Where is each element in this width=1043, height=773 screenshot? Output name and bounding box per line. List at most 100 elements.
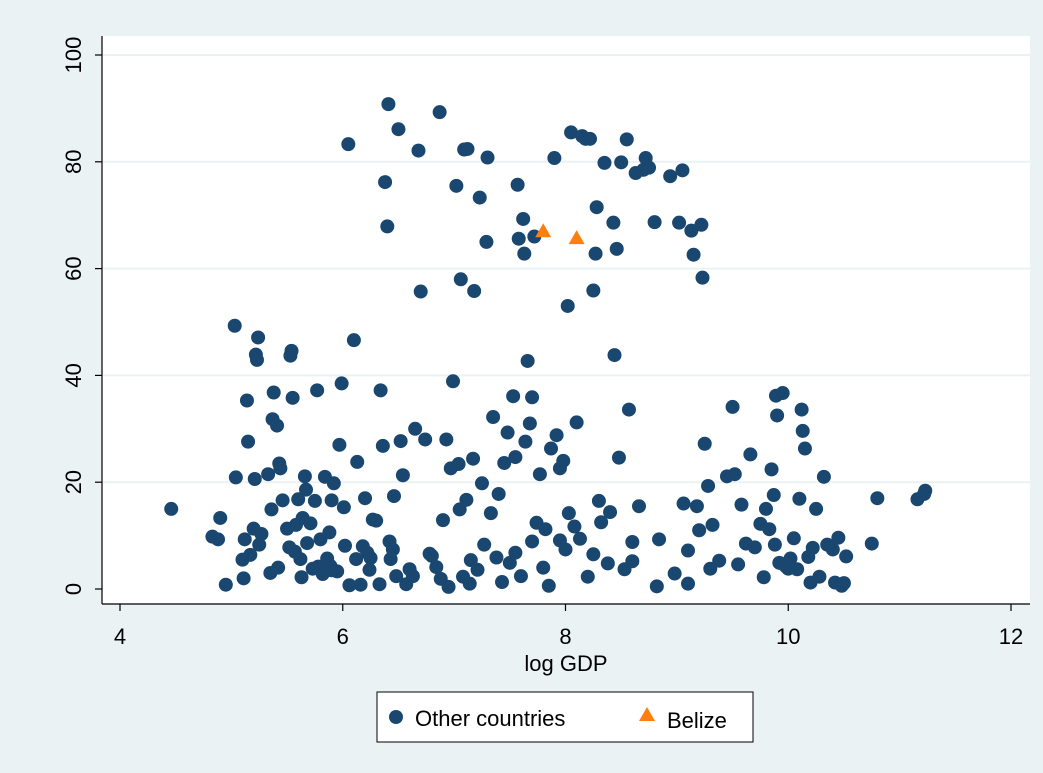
point-other-119 [483, 506, 498, 521]
point-other-208 [743, 447, 758, 462]
data-points [164, 97, 933, 594]
point-other-60 [336, 500, 351, 515]
legend: Other countries Belize [376, 691, 754, 743]
legend-box [376, 691, 754, 743]
x-tick-label-6: 6 [337, 624, 349, 649]
point-other-164 [594, 515, 609, 530]
point-other-258 [552, 533, 567, 548]
point-other-144 [544, 441, 559, 456]
point-other-148 [556, 453, 571, 468]
legend-label-belize: Belize [667, 708, 727, 733]
point-other-127 [506, 389, 521, 404]
point-other-98 [439, 432, 454, 447]
x-axis-title: log GDP [524, 651, 607, 676]
point-other-181 [642, 160, 657, 175]
point-other-59 [334, 376, 349, 391]
series-belize [535, 223, 585, 245]
point-other-72 [369, 513, 384, 528]
point-other-242 [864, 536, 879, 551]
point-other-37 [291, 492, 306, 507]
point-other-124 [497, 455, 512, 470]
point-other-75 [375, 438, 390, 453]
point-other-120 [486, 410, 501, 425]
point-belize-1 [568, 230, 585, 245]
point-other-109 [460, 141, 475, 156]
point-other-129 [510, 177, 525, 192]
point-belize-0 [535, 223, 552, 238]
point-other-183 [649, 579, 664, 594]
y-tick-label-20: 20 [61, 470, 86, 494]
point-other-206 [734, 497, 749, 512]
point-other-163 [591, 493, 606, 508]
point-other-17 [251, 330, 266, 345]
point-other-253 [525, 534, 540, 549]
point-other-90 [411, 143, 426, 158]
point-other-160 [586, 283, 601, 298]
point-other-70 [362, 562, 377, 577]
point-other-91 [413, 284, 428, 299]
point-other-2 [211, 532, 226, 547]
point-other-201 [712, 553, 727, 568]
point-other-64 [349, 552, 364, 567]
point-other-110 [462, 576, 477, 591]
point-other-97 [435, 513, 450, 528]
point-other-212 [758, 501, 773, 516]
point-other-123 [495, 575, 510, 590]
point-other-176 [625, 535, 640, 550]
point-other-172 [614, 155, 629, 170]
point-other-228 [797, 441, 812, 456]
point-other-188 [675, 163, 690, 178]
point-other-19 [254, 526, 269, 541]
point-other-55 [324, 493, 339, 508]
point-other-222 [783, 551, 798, 566]
point-other-94 [429, 560, 444, 575]
point-other-203 [725, 399, 740, 414]
point-other-187 [672, 215, 687, 230]
point-other-102 [449, 178, 464, 193]
point-other-170 [609, 241, 624, 256]
point-other-77 [380, 219, 395, 234]
point-other-198 [701, 478, 716, 493]
point-other-247 [508, 545, 523, 560]
point-other-193 [689, 499, 704, 514]
y-tick-label-100: 100 [61, 37, 86, 74]
y-tick-label-80: 80 [61, 150, 86, 174]
point-other-159 [583, 131, 598, 146]
point-other-14 [247, 471, 262, 486]
point-other-84 [393, 434, 408, 449]
point-other-236 [825, 542, 840, 557]
point-other-196 [695, 270, 710, 285]
series-other-countries [164, 97, 933, 594]
point-other-185 [663, 169, 678, 184]
point-other-133 [517, 246, 532, 261]
point-other-175 [621, 402, 636, 417]
x-ticks: 4 6 8 10 12 [114, 604, 1023, 649]
point-other-33 [284, 343, 299, 358]
point-other-243 [870, 491, 885, 506]
point-other-115 [474, 476, 489, 491]
point-other-189 [676, 496, 691, 511]
point-other-41 [297, 469, 312, 484]
point-other-231 [805, 540, 820, 555]
point-other-66 [353, 577, 368, 592]
y-tick-label-0: 0 [61, 583, 86, 595]
point-other-101 [446, 374, 461, 389]
point-other-12 [243, 547, 258, 562]
point-other-42 [298, 482, 313, 497]
point-other-85 [395, 468, 410, 483]
point-other-140 [532, 467, 547, 482]
point-other-61 [341, 137, 356, 152]
point-other-184 [652, 532, 667, 547]
point-other-248 [337, 538, 352, 553]
point-other-255 [681, 543, 696, 558]
point-other-246 [918, 483, 933, 498]
point-other-82 [389, 569, 404, 584]
point-other-74 [373, 383, 388, 398]
point-other-16 [249, 352, 264, 367]
point-other-166 [600, 556, 615, 571]
x-tick-label-4: 4 [114, 624, 126, 649]
point-other-18 [252, 537, 267, 552]
point-other-47 [310, 383, 325, 398]
point-other-78 [381, 97, 396, 112]
